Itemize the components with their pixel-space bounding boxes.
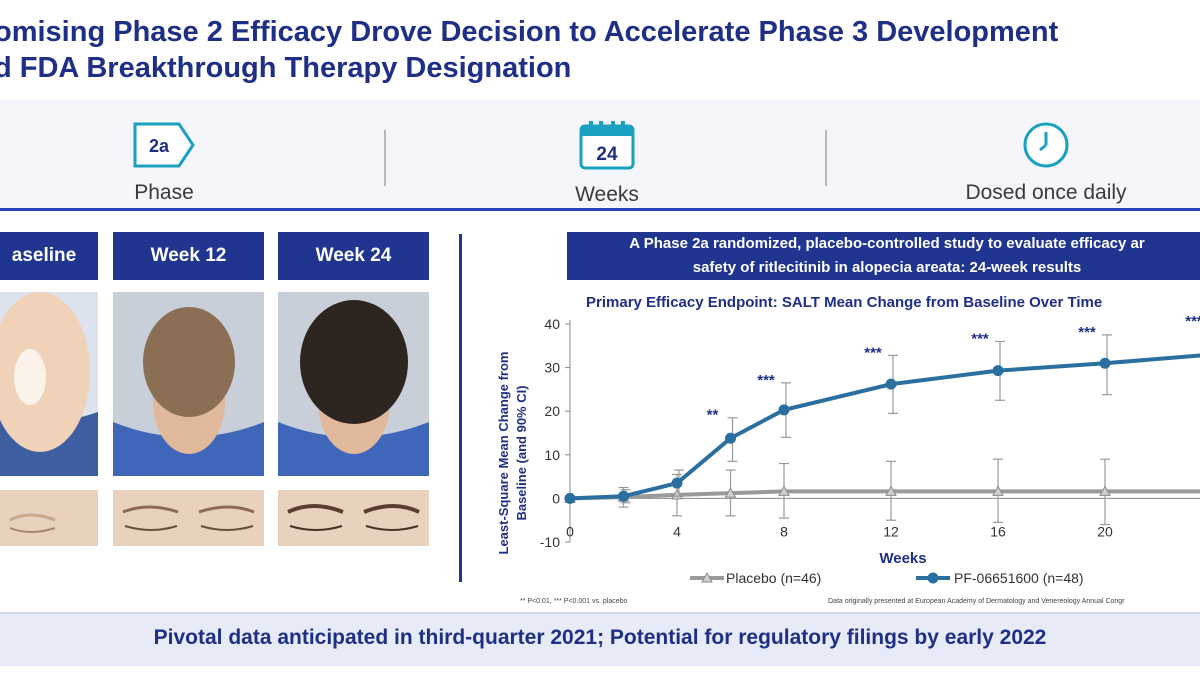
significance-label: ***: [1078, 324, 1096, 341]
x-tick-label: 12: [883, 523, 899, 539]
feature-weeks-caption: Weeks: [575, 183, 639, 206]
legend-active-marker: [927, 572, 939, 584]
calendar-text: 24: [596, 144, 618, 165]
significance-label: ***: [757, 372, 775, 389]
feature-phase: 2a Phase: [64, 120, 264, 205]
legend-placebo-label: Placebo (n=46): [726, 570, 821, 586]
data-point: [724, 487, 737, 498]
y-tick-label: -10: [540, 534, 560, 550]
y-tick-label: 10: [544, 447, 560, 463]
x-axis-label: Weeks: [879, 550, 926, 567]
x-tick-label: 16: [990, 523, 1006, 539]
x-tick-label: 4: [673, 523, 681, 539]
title-line-2: d FDA Breakthrough Therapy Designation: [0, 52, 572, 84]
significance-label: ***: [971, 330, 989, 347]
data-point: [671, 477, 683, 489]
efficacy-line-chart: -10 0 10 20 30 40 0 4 8 12 16 20 Weeks Least-Square M…: [496, 313, 1200, 586]
data-point: [885, 378, 897, 390]
feature-weeks: 24 Weeks: [507, 120, 707, 207]
y-tick-label: 40: [544, 316, 560, 332]
significance-label: ***: [1185, 313, 1200, 330]
feature-dosing: Dosed once daily: [946, 120, 1146, 205]
slide-title: omising Phase 2 Efficacy Drove Decision …: [0, 14, 1200, 86]
y-tick-label: 30: [544, 360, 560, 376]
y-tick-label: 20: [544, 403, 560, 419]
week12-brow-photo: [113, 490, 264, 546]
data-point: [778, 485, 790, 496]
week12-scalp-photo: [113, 292, 264, 476]
bottom-banner-text: Pivotal data anticipated in third-quarte…: [153, 626, 1047, 649]
feature-separator: [825, 130, 827, 186]
photo-column-header: Week 24: [278, 232, 429, 280]
photo-column-header: Week 12: [113, 232, 264, 280]
panel-divider: [459, 234, 462, 582]
week24-brow-photo: [278, 490, 429, 546]
data-point: [778, 404, 790, 416]
study-banner-line-1: A Phase 2a randomized, placebo-controlle…: [629, 235, 1145, 252]
photo-column-header: aseline: [0, 232, 98, 280]
feature-phase-caption: Phase: [134, 181, 194, 204]
clock-icon: [1023, 122, 1069, 168]
y-axis-label: Least-Square Mean Change from Baseline (a…: [496, 352, 529, 555]
title-line-1: omising Phase 2 Efficacy Drove Decision …: [0, 16, 1059, 48]
baseline-brow-photo: [0, 490, 98, 546]
significance-label: ***: [864, 344, 882, 361]
data-point: [992, 365, 1004, 377]
footnote-source: Data originally presented at European Ac…: [828, 598, 1125, 605]
x-tick-label: 0: [566, 523, 574, 539]
data-point: [564, 492, 576, 504]
y-tick-label: 0: [552, 490, 560, 506]
x-tick-label: 20: [1097, 523, 1113, 539]
week24-scalp-photo: [278, 292, 429, 476]
data-point: [992, 485, 1004, 496]
baseline-scalp-photo: [0, 292, 98, 476]
feature-dosing-caption: Dosed once daily: [965, 181, 1127, 204]
phase-badge-icon: 2a: [133, 122, 195, 168]
bottom-banner: [0, 612, 1200, 666]
study-banner: A Phase 2a randomized, placebo-controlle…: [567, 232, 1200, 280]
feature-separator: [384, 130, 386, 186]
data-point: [725, 432, 736, 444]
data-point: [618, 490, 629, 502]
legend-active-label: PF-06651600 (n=48): [954, 570, 1084, 586]
data-point: [885, 485, 897, 496]
footnote-significance: ** P<0.01, *** P<0.001 vs. placebo: [520, 598, 628, 605]
significance-label: **: [707, 407, 719, 424]
x-tick-label: 8: [780, 523, 788, 539]
data-point: [1099, 485, 1111, 496]
calendar-icon: 24: [579, 121, 635, 170]
legend-placebo-marker: [701, 571, 713, 583]
study-banner-line-2: safety of ritlecitinib in alopecia areat…: [692, 259, 1082, 276]
phase-badge-text: 2a: [149, 136, 170, 156]
data-point: [1099, 357, 1111, 369]
chart-title: Primary Efficacy Endpoint: SALT Mean Cha…: [586, 294, 1103, 311]
